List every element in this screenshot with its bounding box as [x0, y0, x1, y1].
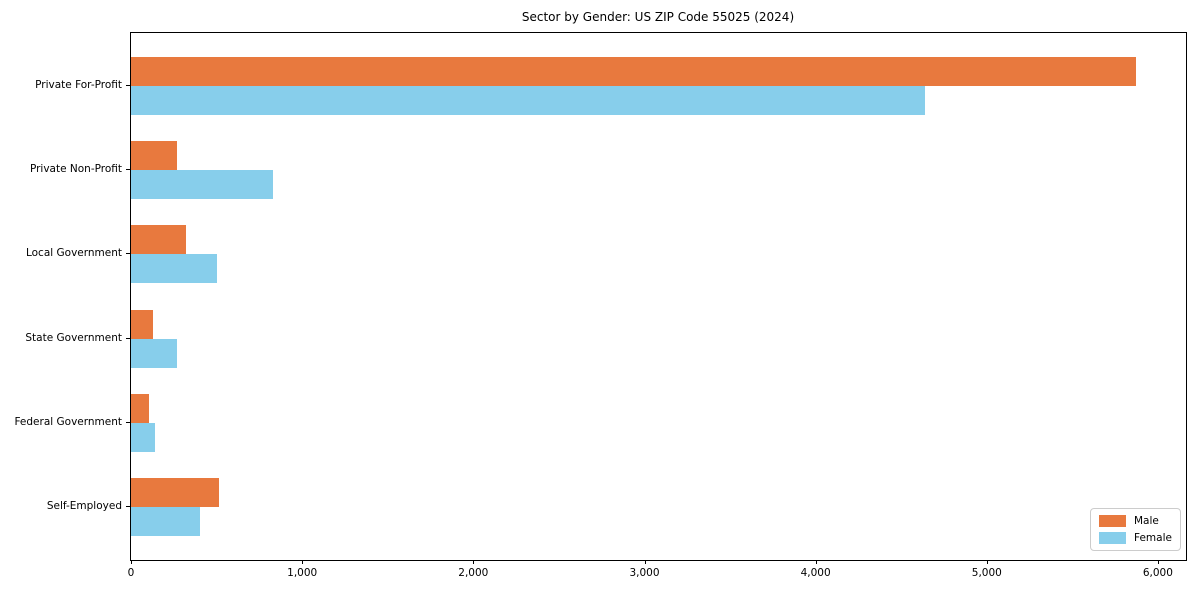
legend-label-male: Male — [1134, 515, 1159, 527]
bar-male-local-government — [131, 225, 186, 255]
bar-male-private-for-profit — [131, 57, 1136, 87]
y-tick-label-private-non-profit: Private Non-Profit — [29, 163, 122, 176]
bar-female-private-non-profit — [131, 170, 274, 200]
legend-entry-female: Female — [1099, 532, 1172, 544]
bar-female-private-for-profit — [131, 86, 926, 116]
chart-title: Sector by Gender: US ZIP Code 55025 (202… — [521, 10, 795, 24]
bar-male-federal-government — [131, 393, 149, 423]
x-tick-label-4-000: 4,000 — [800, 567, 831, 579]
x-tick-label-1-000: 1,000 — [287, 567, 318, 579]
x-tick-mark — [302, 560, 304, 564]
bar-male-self-employed — [131, 477, 220, 507]
bar-female-federal-government — [131, 422, 155, 452]
legend-swatch-male — [1099, 515, 1126, 527]
bar-female-self-employed — [131, 506, 200, 536]
y-tick-label-private-for-profit: Private For-Profit — [35, 79, 122, 92]
bar-female-state-government — [131, 338, 178, 368]
plot-area — [130, 32, 1187, 561]
x-tick-label-2-000: 2,000 — [458, 567, 489, 579]
y-tick-mark — [126, 169, 130, 171]
x-tick-label-5-000: 5,000 — [971, 567, 1002, 579]
y-tick-mark — [126, 421, 130, 423]
bar-female-local-government — [131, 254, 217, 284]
y-tick-label-federal-government: Federal Government — [14, 415, 122, 428]
legend: Male Female — [1090, 508, 1181, 551]
y-tick-mark — [126, 253, 130, 255]
x-tick-label-3-000: 3,000 — [629, 567, 660, 579]
x-tick-mark — [986, 560, 988, 564]
x-tick-label-6-000: 6,000 — [1142, 567, 1173, 579]
x-tick-mark — [815, 560, 817, 564]
x-tick-mark — [131, 560, 132, 564]
x-tick-mark — [644, 560, 646, 564]
legend-entry-male: Male — [1099, 515, 1172, 527]
y-tick-mark — [126, 505, 130, 507]
y-tick-label-state-government: State Government — [25, 331, 122, 344]
legend-label-female: Female — [1134, 532, 1172, 544]
bar-male-private-non-profit — [131, 141, 178, 171]
y-tick-label-local-government: Local Government — [25, 247, 122, 260]
x-tick-mark — [1157, 560, 1159, 564]
x-tick-mark — [473, 560, 475, 564]
x-tick-label-0: 0 — [127, 567, 135, 579]
bar-male-state-government — [131, 309, 154, 339]
legend-swatch-female — [1099, 532, 1126, 544]
y-tick-mark — [126, 337, 130, 339]
y-tick-mark — [126, 85, 130, 87]
y-tick-label-self-employed: Self-Employed — [46, 499, 122, 512]
